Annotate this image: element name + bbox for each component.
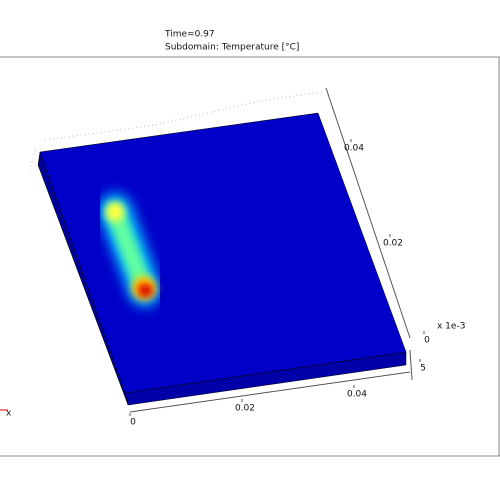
z-axis-line	[409, 349, 413, 381]
plot-title: Time=0.97	[164, 30, 215, 40]
temperature-field	[98, 193, 162, 307]
slab-top	[39, 112, 407, 394]
y-tick-label: 0.04	[344, 144, 364, 154]
z-multiplier: x 1e-3	[437, 322, 465, 332]
bounding-box	[29, 91, 323, 171]
z-tick-label: 0	[424, 336, 430, 346]
y-axis-line	[325, 87, 411, 339]
field-peak	[142, 287, 150, 295]
x-tick-label: 0	[130, 418, 136, 428]
triad-label: x	[6, 409, 12, 419]
x-axis-line	[129, 371, 411, 413]
plot-subtitle: Subdomain: Temperature [°C]	[165, 43, 299, 53]
field-warm	[106, 202, 124, 222]
x-tick-label: 0.02	[235, 404, 255, 414]
y-tick-label: 0.02	[383, 239, 403, 249]
z-tick-label: 5	[420, 364, 426, 374]
field-mid	[106, 203, 152, 295]
x-tick-label: 0.04	[347, 390, 367, 400]
